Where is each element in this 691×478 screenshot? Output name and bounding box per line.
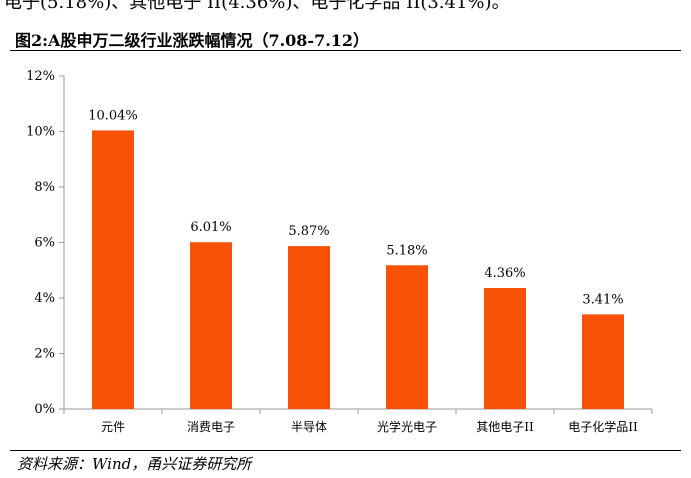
bar bbox=[92, 130, 134, 409]
data-label: 5.18% bbox=[386, 243, 427, 258]
category-label: 消费电子 bbox=[187, 420, 235, 434]
bar bbox=[288, 246, 330, 409]
data-label: 10.04% bbox=[88, 108, 138, 123]
y-tick-label: 2% bbox=[34, 347, 55, 362]
y-tick-label: 12% bbox=[26, 69, 55, 84]
y-tick-label: 6% bbox=[34, 236, 55, 251]
y-tick-label: 0% bbox=[34, 402, 55, 417]
data-label: 6.01% bbox=[190, 220, 231, 235]
bar bbox=[484, 288, 526, 409]
category-label: 光学光电子 bbox=[377, 419, 437, 434]
category-label: 半导体 bbox=[291, 420, 327, 434]
figure-title: 图2:A股申万二级行业涨跌幅情况（7.08-7.12） bbox=[15, 31, 370, 50]
category-label: 元件 bbox=[101, 420, 125, 434]
title-divider bbox=[10, 50, 681, 51]
y-tick-label: 10% bbox=[26, 125, 55, 140]
y-tick-label: 4% bbox=[34, 291, 55, 306]
category-label: 其他电子II bbox=[476, 420, 534, 434]
bar bbox=[190, 242, 232, 409]
source-divider bbox=[10, 450, 681, 451]
bar bbox=[582, 314, 624, 409]
data-label: 4.36% bbox=[484, 266, 525, 281]
data-label: 3.41% bbox=[582, 292, 623, 307]
source-note: 资料来源：Wind，甬兴证券研究所 bbox=[17, 455, 252, 473]
bar bbox=[386, 265, 428, 409]
data-label: 5.87% bbox=[288, 224, 329, 239]
category-label: 电子化学品II bbox=[568, 419, 638, 434]
header-text: 电子(5.18%)、其他电子 II(4.36%)、电子化学品 II(3.41%)… bbox=[4, 0, 510, 13]
y-tick-label: 8% bbox=[34, 180, 55, 195]
